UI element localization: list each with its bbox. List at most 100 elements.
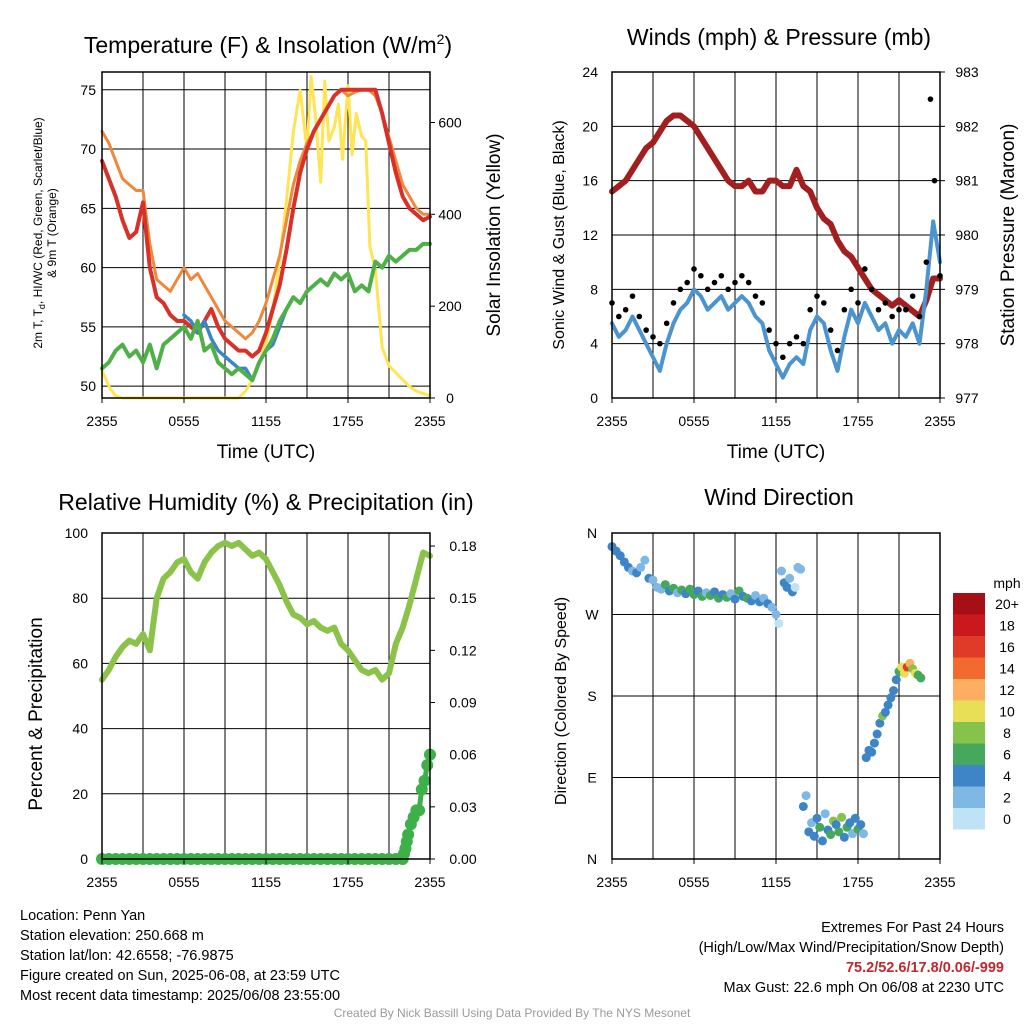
series-point — [931, 177, 938, 184]
wind-direction-point — [826, 830, 836, 840]
series-point — [855, 300, 861, 306]
series-point — [421, 759, 434, 772]
series-line — [100, 241, 432, 383]
series-point — [927, 96, 934, 102]
legend-swatch — [953, 765, 985, 787]
wind-direction-point — [839, 832, 849, 842]
series-point — [704, 286, 711, 293]
wind-direction-point — [730, 594, 740, 604]
series-point — [718, 272, 725, 279]
y2-tick-label: 0 — [446, 390, 454, 406]
y-tick-label: 70 — [80, 141, 96, 157]
series-point — [402, 828, 415, 841]
wind-direction-point — [640, 555, 650, 565]
series-point — [909, 293, 916, 299]
series-point — [650, 334, 656, 340]
wind-direction-point — [774, 619, 784, 629]
y2-tick-label: 978 — [955, 336, 979, 352]
wind-direction-point — [886, 693, 896, 703]
series-point — [698, 272, 704, 279]
y-axis-label-part: , HI/WC (Red, Green, Scarlet/Blue) — [31, 117, 45, 304]
extremes-values: 75.2/52.6/17.8/0.06/-999 — [845, 960, 1004, 976]
series-point — [807, 306, 813, 313]
series-point — [868, 286, 875, 293]
wind-direction-point — [790, 582, 800, 592]
legend-swatch — [953, 808, 985, 830]
series-point — [691, 266, 697, 272]
legend-title: mph — [993, 575, 1020, 591]
series-point — [643, 327, 649, 333]
series-point — [636, 313, 643, 320]
y2-tick-label: 980 — [955, 227, 979, 243]
legend-label: 14 — [999, 661, 1015, 677]
y-tick-label: 20 — [582, 118, 598, 134]
series-point — [821, 300, 827, 306]
series-point — [896, 306, 902, 313]
series-point — [793, 334, 800, 340]
y-tick-label: 12 — [582, 227, 598, 243]
wind-direction-point — [891, 675, 901, 685]
y2-axis-label: Station Pressure (Maroon) — [998, 124, 1019, 347]
wind-direction-point — [867, 747, 877, 757]
wind-direction-point — [872, 729, 882, 739]
series-point — [684, 279, 690, 286]
x-tick-label: 2355 — [414, 874, 445, 890]
y2-tick-label: 0.09 — [449, 695, 476, 711]
wind-direction-point — [771, 610, 781, 619]
y2-tick-label: 0.15 — [449, 590, 476, 606]
wind-direction-point — [767, 602, 777, 612]
wind-direction-point — [801, 791, 811, 801]
station-elevation: Station elevation: 250.668 m — [20, 928, 204, 944]
x-tick-label: 0555 — [678, 413, 709, 429]
wind-direction-point — [820, 809, 830, 819]
x-tick-label: 1155 — [761, 874, 791, 890]
y2-tick-label: 0.03 — [449, 799, 476, 815]
wind-direction-point — [858, 829, 868, 839]
x-tick-label: 1755 — [842, 413, 873, 429]
series-point — [889, 313, 895, 320]
y-tick-label: 40 — [72, 721, 88, 737]
series-point — [766, 327, 772, 333]
series-line — [100, 87, 432, 359]
y-axis-label: Sonic Wind & Gust (Blue, Black) — [551, 120, 568, 349]
legend-swatch — [953, 679, 985, 701]
y2-tick-label: 0.06 — [449, 747, 476, 763]
series-point — [923, 259, 930, 265]
panel-wind-direction: N E S W N 2355 0555 1155 1755 2355 Wind Direction D… — [553, 484, 1021, 890]
series-point — [418, 774, 431, 787]
x-tick-label: 2355 — [596, 413, 627, 429]
wind-direction-point — [812, 813, 822, 823]
series-point — [745, 279, 752, 286]
series-point — [629, 293, 636, 299]
y-tick-label: 50 — [80, 378, 96, 394]
x-tick-label: 0555 — [678, 874, 709, 890]
series-point — [916, 313, 923, 320]
series-point — [862, 266, 868, 272]
x-tick-label: 0555 — [168, 874, 199, 890]
legend-label: 10 — [999, 704, 1015, 720]
wind-direction-point — [850, 813, 860, 823]
extremes-subtitle: (High/Low/Max Wind/Precipitation/Snow De… — [698, 940, 1004, 956]
station-info: Location: Penn Yan Station elevation: 25… — [20, 906, 340, 1006]
x-tick-label: 1755 — [332, 874, 363, 890]
x-tick-label: 1755 — [842, 874, 873, 890]
legend-swatch — [953, 657, 985, 679]
wind-direction-point — [796, 564, 806, 574]
chart-title-superscript: 2 — [437, 31, 445, 47]
y2-tick-label: 981 — [955, 173, 979, 189]
y2-tick-label: 400 — [438, 206, 462, 222]
wind-direction-point — [809, 831, 819, 841]
legend-swatch — [953, 636, 985, 658]
legend-label: 8 — [1003, 725, 1011, 741]
panel-winds: 0 4 8 12 16 20 24 977 978 979 980 981 982 983 2355 0555… — [551, 24, 1019, 463]
y2-axis-label: Solar Insolation (Yellow) — [484, 133, 505, 336]
wind-direction-point — [883, 700, 893, 710]
series-point — [786, 340, 793, 347]
extremes-info: Extremes For Past 24 Hours (High/Low/Max… — [699, 918, 1004, 998]
series-point — [903, 306, 909, 313]
series-line — [99, 539, 433, 683]
y-tick-label: E — [587, 770, 596, 786]
legend-swatch — [953, 722, 985, 744]
series-point — [752, 293, 759, 299]
